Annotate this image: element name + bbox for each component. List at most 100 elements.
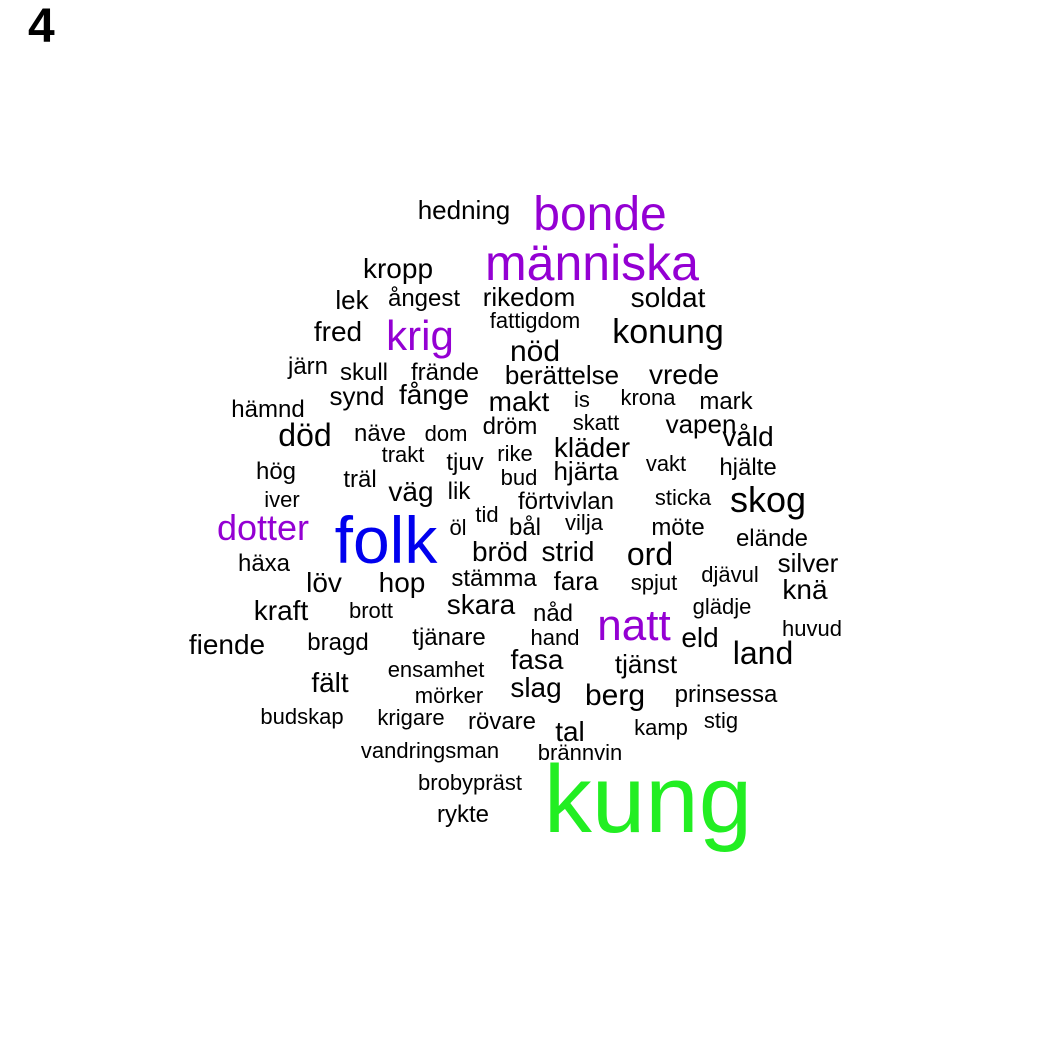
word-17: nöd — [510, 335, 560, 368]
word-32: näve — [354, 420, 406, 447]
word-81: eld — [681, 622, 718, 653]
word-34: dröm — [483, 413, 538, 440]
word-52: skog — [730, 479, 806, 520]
word-43: hjälte — [719, 454, 776, 481]
word-80: hand — [531, 625, 580, 650]
word-14: fattigdom — [490, 308, 581, 333]
word-5: natt — [597, 601, 670, 650]
word-4: bonde — [533, 188, 666, 241]
word-48: lik — [448, 478, 472, 505]
word-69: spjut — [631, 570, 677, 595]
word-68: fara — [554, 566, 599, 596]
word-44: träl — [343, 466, 376, 493]
word-64: djävul — [701, 562, 758, 587]
word-86: fält — [311, 667, 349, 698]
word-96: tal — [555, 716, 585, 747]
word-98: brännvin — [538, 740, 622, 765]
word-1: kung — [544, 746, 752, 853]
word-91: budskap — [260, 704, 343, 729]
word-28: mark — [699, 388, 753, 415]
word-63: silver — [778, 548, 839, 578]
word-3: människa — [485, 235, 699, 291]
word-11: ångest — [388, 285, 460, 312]
word-73: glädje — [693, 594, 752, 619]
word-55: öl — [449, 515, 466, 540]
word-29: hämnd — [231, 396, 304, 423]
word-36: våld — [722, 421, 773, 452]
word-66: hop — [379, 567, 426, 598]
word-60: strid — [542, 536, 595, 567]
word-12: rikedom — [483, 282, 575, 312]
word-76: huvud — [782, 616, 842, 641]
word-79: tjänare — [412, 624, 485, 651]
word-58: elände — [736, 525, 808, 552]
word-56: bål — [509, 514, 541, 541]
word-35: vapen — [666, 409, 737, 439]
word-92: krigare — [377, 705, 444, 730]
word-9: kropp — [363, 253, 433, 284]
word-88: berg — [585, 679, 645, 712]
word-40: hög — [256, 458, 296, 485]
word-84: ensamhet — [388, 657, 485, 682]
word-47: väg — [388, 476, 433, 507]
word-100: rykte — [437, 801, 489, 828]
word-25: makt — [489, 386, 550, 417]
word-33: dom — [425, 421, 468, 446]
word-74: brott — [349, 598, 393, 623]
word-6: krig — [386, 312, 454, 359]
word-41: tjuv — [446, 449, 483, 476]
word-82: land — [733, 635, 794, 671]
word-65: löv — [306, 567, 342, 598]
word-13: soldat — [631, 282, 706, 313]
word-18: järn — [287, 353, 328, 380]
word-93: rövare — [468, 708, 536, 735]
word-51: sticka — [655, 485, 712, 510]
word-70: knä — [782, 574, 828, 605]
word-16: konung — [612, 313, 724, 351]
word-39: rike — [497, 441, 532, 466]
word-10: lek — [335, 285, 369, 315]
word-54: vilja — [565, 510, 604, 535]
word-97: vandringsman — [361, 738, 499, 763]
word-22: vrede — [649, 359, 719, 390]
word-23: synd — [330, 381, 385, 411]
word-49: iver — [264, 487, 299, 512]
word-89: prinsessa — [675, 681, 778, 708]
word-53: tid — [475, 502, 498, 527]
word-61: ord — [627, 536, 673, 572]
word-46: hjärta — [553, 456, 619, 486]
word-78: bragd — [307, 629, 368, 656]
word-62: häxa — [238, 550, 291, 577]
word-21: berättelse — [505, 360, 619, 390]
word-83: fasa — [511, 644, 564, 675]
word-77: fiende — [189, 629, 265, 660]
word-87: slag — [510, 672, 561, 703]
word-50: förtvivlan — [518, 488, 614, 515]
word-26: is — [574, 387, 590, 412]
word-67: stämma — [451, 565, 537, 592]
word-8: hedning — [418, 195, 511, 225]
word-2: folk — [335, 503, 439, 577]
word-59: bröd — [472, 536, 528, 567]
word-15: fred — [314, 316, 362, 347]
word-99: brobypräst — [418, 770, 522, 795]
word-30: skatt — [573, 410, 619, 435]
panel-label: 4 — [28, 0, 55, 53]
word-85: tjänst — [615, 649, 678, 679]
word-19: skull — [340, 359, 388, 386]
word-75: nåd — [533, 600, 573, 627]
word-71: kraft — [254, 595, 309, 626]
word-42: vakt — [646, 451, 686, 476]
word-38: trakt — [382, 442, 425, 467]
word-27: krona — [620, 385, 676, 410]
word-37: kläder — [554, 432, 630, 463]
word-57: möte — [651, 514, 704, 541]
word-90: mörker — [415, 683, 483, 708]
word-72: skara — [447, 589, 516, 620]
word-20: frände — [411, 359, 479, 386]
word-31: död — [278, 417, 331, 453]
word-7: dotter — [217, 507, 309, 548]
word-24: fånge — [399, 379, 469, 410]
